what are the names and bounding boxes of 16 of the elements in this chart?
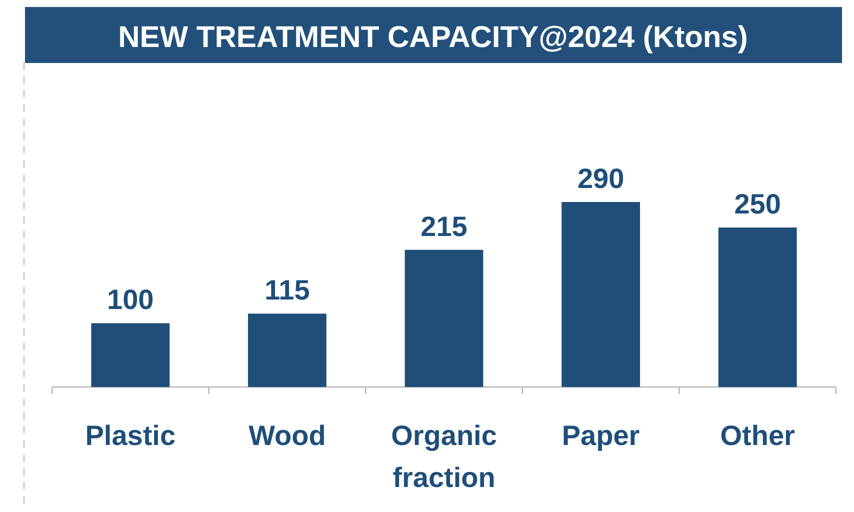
data-label: 290 [577,163,624,194]
x-tick-label: Paper [562,420,640,451]
chart-title: NEW TREATMENT CAPACITY@2024 (Ktons) [118,21,748,54]
x-tick-label: Wood [248,420,326,451]
data-label: 100 [107,284,154,316]
x-tick-label: Other [720,420,796,451]
bar [562,202,640,387]
data-label: 250 [734,188,781,220]
data-label: 115 [264,274,310,306]
x-tick-label: Organic fraction [391,420,497,493]
bar [248,314,326,387]
bar [404,250,484,387]
data-label: 215 [420,210,468,242]
x-tick-label: Plastic [85,420,176,451]
bar [91,323,170,387]
bar [718,228,797,387]
